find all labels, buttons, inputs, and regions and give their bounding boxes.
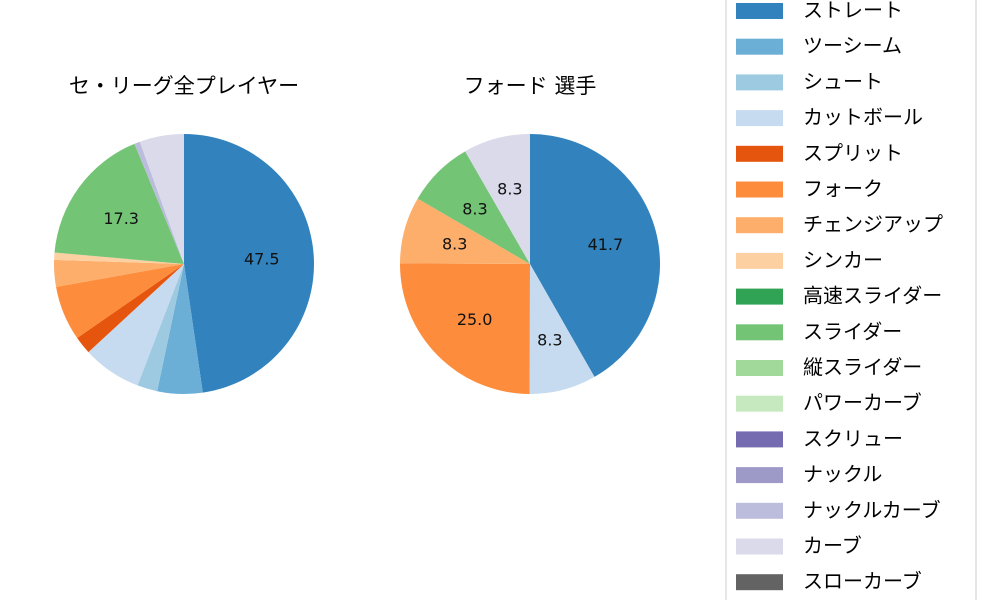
pie-0-slice-15 (139, 134, 184, 264)
legend-swatch-11 (736, 395, 783, 412)
legend-label-7: シンカー (803, 248, 883, 272)
pie-0-slice-9 (54, 143, 185, 264)
pie-0-slice-14 (134, 141, 184, 264)
legend-swatch-9 (736, 324, 783, 341)
legend-swatch-2 (736, 74, 783, 91)
pie-1-slice-2 (400, 263, 530, 394)
legend-label-14: ナックルカーブ (803, 498, 941, 522)
legend-label-0: ストレート (803, 0, 903, 22)
legend-swatch-8 (736, 288, 783, 305)
legend-swatch-14 (736, 502, 783, 519)
legend-swatch-13 (736, 467, 783, 484)
legend-swatch-7 (736, 252, 783, 269)
legend-items: ストレートツーシームシュートカットボールスプリットフォークチェンジアップシンカー… (736, 0, 943, 593)
legend-swatch-5 (736, 181, 783, 198)
legend-label-15: カーブ (803, 534, 862, 558)
legend-swatch-15 (736, 538, 783, 555)
legend-label-16: スローカーブ (803, 569, 922, 593)
pie-league-slices: 47.5 17.3 (54, 134, 314, 394)
pie-1-slice-0 (530, 134, 661, 377)
pie-league-title: セ・リーグ全プレイヤー (69, 74, 299, 98)
legend-frame (725, 0, 977, 600)
pie-0-slice-1 (157, 264, 203, 394)
legend-swatch-16 (736, 574, 783, 591)
legend-swatch-4 (736, 145, 783, 162)
pie-0-slice-3 (88, 264, 184, 386)
legend-swatch-1 (736, 38, 783, 55)
pie-1-slice-1 (529, 264, 595, 394)
legend: ストレートツーシームシュートカットボールスプリットフォークチェンジアップシンカー… (725, 0, 977, 600)
pie-1-slice-label-3: 8.3 (442, 235, 467, 254)
legend-label-12: スクリュー (803, 426, 903, 450)
legend-label-4: スプリット (803, 141, 903, 165)
pie-0-slice-6 (54, 259, 184, 287)
pie-0-slice-0 (184, 134, 314, 393)
pie-ford-slices: 41.7 8.3 25.0 8.3 8.3 8.3 (400, 134, 661, 394)
legend-label-8: 高速スライダー (803, 284, 942, 308)
pie-0-slice-label-9: 17.3 (103, 209, 139, 228)
legend-label-13: ナックル (803, 462, 882, 486)
pie-0-slice-5 (56, 264, 184, 339)
legend-label-11: パワーカーブ (803, 391, 922, 415)
legend-label-10: 縦スライダー (803, 355, 922, 379)
pie-0-slice-2 (137, 264, 184, 392)
pie-1-slice-3 (400, 198, 530, 264)
legend-label-2: シュート (803, 69, 883, 93)
legend-label-3: カットボール (803, 105, 923, 129)
pie-1-slice-label-1: 8.3 (537, 330, 562, 349)
legend-label-1: ツーシーム (803, 34, 902, 58)
legend-label-5: フォーク (803, 177, 883, 201)
legend-swatch-10 (736, 360, 783, 376)
pie-1-slice-label-0: 41.7 (588, 235, 624, 254)
pie-league-all-players: セ・リーグ全プレイヤー 47.5 17.3 (54, 74, 314, 394)
legend-swatch-12 (736, 431, 783, 448)
pie-0-slice-4 (77, 264, 184, 353)
legend-label-6: チェンジアップ (803, 212, 943, 236)
pie-1-slice-label-4: 8.3 (462, 200, 487, 219)
pie-ford-title: フォード 選手 (464, 74, 597, 98)
pie-1-slice-5 (465, 134, 530, 264)
pie-1-slice-4 (417, 151, 530, 264)
pie-1-slice-label-2: 25.0 (457, 310, 493, 329)
pie-1-slice-label-5: 8.3 (497, 180, 522, 199)
legend-swatch-3 (736, 110, 783, 127)
pie-ford-player: フォード 選手 41.7 8.3 25.0 8.3 8.3 8.3 (400, 74, 661, 394)
legend-swatch-0 (736, 3, 783, 19)
legend-swatch-6 (736, 217, 783, 234)
legend-label-9: スライダー (803, 319, 902, 343)
pie-0-slice-label-0: 47.5 (244, 249, 280, 268)
pie-0-slice-7 (54, 252, 184, 264)
